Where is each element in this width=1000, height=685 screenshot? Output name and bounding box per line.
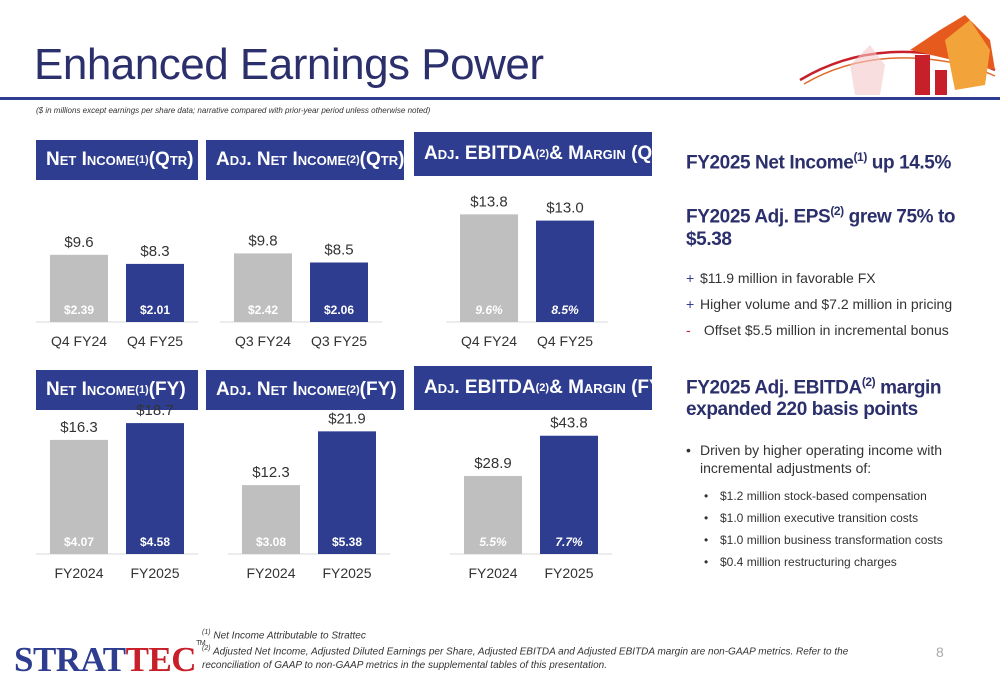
bar-value-label: $8.3 (140, 243, 169, 260)
bar-inner-label: $2.06 (324, 303, 354, 317)
category-tick-label: FY2025 (322, 565, 371, 581)
adjustment-item: $1.0 million executive transition costs (686, 507, 986, 529)
footnote-2: (2) Adjusted Net Income, Adjusted Dilute… (202, 645, 849, 671)
bar-value-label: $12.3 (252, 464, 290, 481)
bar-inner-label: $5.38 (332, 535, 362, 549)
page-title: Enhanced Earnings Power (34, 40, 544, 89)
adjustment-item: $1.0 million business transformation cos… (686, 529, 986, 551)
highlight-net-income: FY2025 Net Income(1) up 14.5% (686, 150, 951, 174)
bar-chart-svg: $9.6 $2.39 Q4 FY24 $8.3 $2.01 Q4 FY25 (36, 234, 198, 349)
bar-chart-svg: $16.3 $4.07 FY2024 $18.7 $4.58 FY2025 (36, 402, 198, 581)
bar-chart-svg: $28.9 5.5% FY2024 $43.8 7.7% FY2025 (450, 415, 612, 581)
bar-value-label: $28.9 (474, 455, 512, 472)
header-adj-net-income-qtr: Adj. Net Income (2) (Qtr) (206, 140, 404, 180)
bar-q3-fy24 (234, 253, 292, 322)
ebitda-adjustments-list: $1.2 million stock-based compensation $1… (686, 485, 986, 573)
page-number: 8 (936, 644, 944, 660)
category-tick-label: FY2024 (246, 565, 295, 581)
bar-chart-svg: $9.8 $2.42 Q3 FY24 $8.5 $2.06 Q3 FY25 (220, 232, 382, 349)
highlights-panel: FY2025 Net Income(1) up 14.5% FY2025 Adj… (686, 140, 986, 573)
bar-inner-label: $2.39 (64, 303, 94, 317)
title-divider (0, 97, 1000, 100)
eps-driver-item: - Offset $5.5 million in incremental bon… (686, 321, 949, 338)
bar-value-label: $13.8 (470, 193, 508, 210)
bar-fy2024 (242, 485, 300, 554)
bar-value-label: $18.7 (136, 402, 174, 419)
adjustment-item: $0.4 million restructuring charges (686, 551, 986, 573)
bar-inner-label: $4.07 (64, 535, 94, 549)
bar-chart-svg: $12.3 $3.08 FY2024 $21.9 $5.38 FY2025 (228, 410, 390, 581)
category-tick-label: Q4 FY25 (537, 333, 593, 349)
category-tick-label: Q4 FY24 (461, 333, 517, 349)
header-net-income-qtr: Net Income (1) (Qtr) (36, 140, 198, 180)
bar-q3-fy25 (310, 262, 368, 322)
bar-inner-label: $2.01 (140, 303, 170, 317)
chart-adj-ebitda-fy: $28.9 5.5% FY2024 $43.8 7.7% FY2025 (450, 412, 612, 592)
chart-net-income-fy: $16.3 $4.07 FY2024 $18.7 $4.58 FY2025 (36, 402, 198, 592)
eps-drivers-list: + $11.9 million in favorable FX + Higher v… (686, 267, 986, 341)
bar-inner-label: 9.6% (475, 303, 503, 317)
category-tick-label: Q3 FY25 (311, 333, 367, 349)
chart-adj-net-income-qtr: $9.8 $2.42 Q3 FY24 $8.5 $2.06 Q3 FY25 (220, 180, 382, 360)
bar-value-label: $9.6 (64, 234, 93, 251)
decorative-car-logo-icon (799, 15, 996, 95)
category-tick-label: Q4 FY24 (51, 333, 107, 349)
header-net-income-fy: Net Income (1) (FY) (36, 370, 198, 410)
highlight-adj-eps: FY2025 Adj. EPS(2) grew 75% to $5.38 (686, 204, 956, 250)
eps-driver-item: + $11.9 million in favorable FX (686, 269, 876, 286)
footnotes: (1) Net Income Attributable to Strattec … (202, 626, 902, 672)
bar-q4-fy25 (126, 263, 184, 322)
chart-adj-ebitda-qtr: $13.8 9.6% Q4 FY24 $13.0 8.5% Q4 FY25 (446, 180, 608, 360)
bar-value-label: $9.8 (248, 232, 277, 249)
page-subtitle: ($ in millions except earnings per share… (36, 106, 431, 115)
highlight-ebitda-margin: FY2025 Adj. EBITDA(2) margin expanded 22… (686, 374, 942, 420)
header-adj-ebitda-fy: Adj. EBITDA (2) & Margin (FY) (414, 366, 668, 410)
bar-value-label: $43.8 (550, 415, 588, 432)
bar-fy2025 (318, 431, 376, 554)
category-tick-label: FY2024 (468, 565, 517, 581)
bar-value-label: $21.9 (328, 410, 366, 427)
strattec-logo: STRATTECTM (14, 640, 206, 679)
bar-fy2025 (126, 423, 184, 554)
category-tick-label: Q3 FY24 (235, 333, 291, 349)
bar-inner-label: 5.5% (479, 535, 507, 549)
header-adj-net-income-fy: Adj. Net Income (2) (FY) (206, 370, 404, 410)
footnote-1: (1) Net Income Attributable to Strattec (202, 629, 366, 642)
bar-fy2024 (464, 475, 522, 554)
bar-fy2024 (50, 439, 108, 554)
category-tick-label: FY2025 (544, 565, 593, 581)
ebitda-driver-bullet: Driven by higher operating income with i… (686, 441, 956, 477)
bar-q4-fy25 (536, 220, 594, 322)
bar-value-label: $16.3 (60, 419, 98, 436)
eps-driver-item: + Higher volume and $7.2 million in prici… (686, 295, 953, 312)
header-adj-ebitda-qtr: Adj. EBITDA (2) & Margin (Qtr) (414, 132, 676, 176)
bar-value-label: $8.5 (324, 242, 353, 259)
bar-value-label: $13.0 (546, 200, 584, 217)
bar-inner-label: $2.42 (248, 303, 278, 317)
bar-inner-label: $3.08 (256, 535, 286, 549)
adjustment-item: $1.2 million stock-based compensation (686, 485, 986, 507)
category-tick-label: Q4 FY25 (127, 333, 183, 349)
bar-inner-label: 7.7% (555, 535, 583, 549)
category-tick-label: FY2024 (54, 565, 103, 581)
bar-q4-fy24 (50, 254, 108, 322)
bar-q4-fy24 (460, 214, 518, 322)
bar-fy2025 (540, 435, 598, 554)
bar-chart-svg: $13.8 9.6% Q4 FY24 $13.0 8.5% Q4 FY25 (446, 193, 608, 349)
chart-net-income-qtr: $9.6 $2.39 Q4 FY24 $8.3 $2.01 Q4 FY25 (36, 180, 198, 360)
bar-inner-label: 8.5% (551, 303, 579, 317)
category-tick-label: FY2025 (130, 565, 179, 581)
chart-adj-net-income-fy: $12.3 $3.08 FY2024 $21.9 $5.38 FY2025 (228, 410, 390, 592)
bar-inner-label: $4.58 (140, 535, 170, 549)
